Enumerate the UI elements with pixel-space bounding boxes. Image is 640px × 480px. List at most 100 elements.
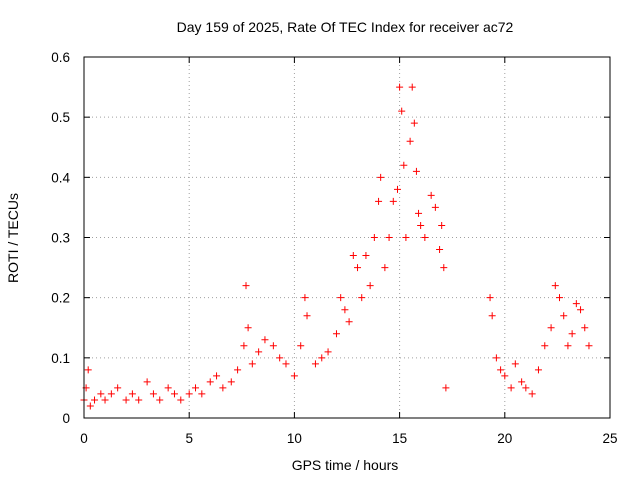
data-point: [269, 342, 277, 350]
x-tick-label: 0: [80, 431, 88, 446]
data-point: [107, 390, 115, 398]
data-point: [547, 324, 555, 332]
data-point: [581, 324, 589, 332]
data-point: [198, 390, 206, 398]
data-point: [396, 83, 404, 91]
data-point: [341, 306, 349, 314]
data-point: [149, 390, 157, 398]
data-point: [358, 294, 366, 302]
data-point: [497, 366, 505, 374]
data-point: [86, 402, 94, 410]
y-tick-label: 0.3: [51, 231, 70, 246]
data-point: [518, 378, 526, 386]
data-point: [381, 264, 389, 272]
data-point: [185, 390, 193, 398]
data-point: [122, 396, 130, 404]
data-point: [318, 354, 326, 362]
data-point: [101, 396, 109, 404]
data-point: [436, 246, 444, 254]
y-tick-label: 0.1: [51, 351, 70, 366]
data-point: [114, 384, 122, 392]
data-point: [417, 221, 425, 229]
data-point: [282, 360, 290, 368]
data-point: [170, 390, 178, 398]
data-point: [345, 318, 353, 326]
grid-lines: [84, 57, 610, 418]
data-point: [393, 185, 401, 193]
y-axis-label: ROTI / TECUs: [5, 193, 21, 283]
y-tick-label: 0.4: [51, 170, 70, 185]
data-point: [442, 384, 450, 392]
data-point: [568, 330, 576, 338]
data-point: [332, 330, 340, 338]
x-tick-label: 20: [497, 431, 512, 446]
data-point: [242, 282, 250, 290]
data-point: [551, 282, 559, 290]
data-point: [297, 342, 305, 350]
y-tick-label: 0: [62, 411, 70, 426]
data-point: [431, 203, 439, 211]
data-point: [164, 384, 172, 392]
data-point: [240, 342, 248, 350]
data-point: [541, 342, 549, 350]
data-point: [192, 384, 200, 392]
data-point: [244, 324, 252, 332]
data-point: [522, 384, 530, 392]
data-points: [80, 83, 593, 410]
y-axis-ticks: 0 0.1 0.2 0.3 0.4 0.5 0.6: [51, 50, 610, 426]
plot-frame: [83, 56, 611, 419]
data-point: [406, 137, 414, 145]
chart-title: Day 159 of 2025, Rate Of TEC Index for r…: [177, 19, 514, 35]
y-tick-label: 0.6: [51, 50, 70, 65]
data-point: [143, 378, 151, 386]
data-point: [398, 107, 406, 115]
data-point: [534, 366, 542, 374]
plot-border: [83, 56, 611, 419]
data-point: [385, 234, 393, 241]
data-point: [324, 348, 332, 356]
data-point: [354, 264, 362, 272]
data-point: [511, 360, 519, 368]
data-point: [421, 234, 429, 241]
data-point: [507, 384, 515, 392]
data-point: [349, 252, 357, 260]
data-point: [389, 197, 397, 205]
data-point: [486, 294, 494, 302]
data-point: [255, 348, 263, 356]
data-point: [415, 209, 423, 217]
y-tick-label: 0.2: [51, 291, 70, 306]
data-point: [337, 294, 345, 302]
x-tick-label: 25: [602, 431, 617, 446]
data-point: [97, 390, 105, 398]
y-tick-label: 0.5: [51, 110, 70, 125]
data-point: [564, 342, 572, 350]
data-point: [366, 282, 374, 290]
data-point: [412, 167, 420, 175]
data-point: [408, 83, 416, 91]
data-point: [135, 396, 143, 404]
data-point: [156, 396, 164, 404]
data-point: [556, 294, 564, 302]
data-point: [177, 396, 185, 404]
data-point: [290, 372, 298, 380]
x-tick-label: 10: [287, 431, 302, 446]
x-axis-label: GPS time / hours: [292, 457, 399, 473]
x-axis-ticks: 0 5 10 15 20 25: [80, 57, 618, 446]
data-point: [375, 197, 383, 205]
x-tick-label: 5: [185, 431, 193, 446]
data-point: [362, 252, 370, 260]
data-point: [91, 396, 99, 404]
data-point: [528, 390, 536, 398]
data-point: [234, 366, 242, 374]
data-point: [301, 294, 309, 302]
data-point: [440, 264, 448, 272]
data-point: [427, 191, 435, 199]
data-point: [402, 234, 410, 241]
data-point: [219, 384, 227, 392]
data-point: [377, 173, 385, 181]
data-point: [438, 221, 446, 229]
data-point: [501, 372, 509, 380]
data-point: [128, 390, 136, 398]
data-point: [248, 360, 256, 368]
